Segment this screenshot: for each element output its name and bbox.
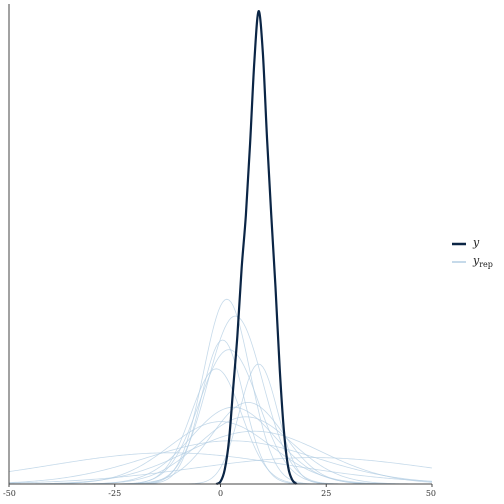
legend-yrep-subscript: rep xyxy=(479,260,493,269)
yrep-curve-6 xyxy=(9,363,432,485)
x-tick-label-4: 50 xyxy=(426,489,436,498)
x-axis-ticks: -50 -25 0 25 50 xyxy=(3,484,436,498)
y-curve-layer xyxy=(215,10,298,486)
x-tick-label-2: 0 xyxy=(218,489,223,498)
yrep-curves xyxy=(8,298,433,485)
legend: y yrep xyxy=(452,236,493,269)
yrep-curve-9 xyxy=(9,421,432,485)
yrep-curve-12 xyxy=(8,452,433,482)
yrep-curve-7 xyxy=(9,401,432,485)
yrep-curve-10 xyxy=(9,416,433,485)
yrep-curve-11 xyxy=(8,440,433,484)
x-tick-label-3: 25 xyxy=(321,489,331,498)
legend-yrep-main: y xyxy=(472,254,480,267)
legend-y-label: y xyxy=(472,236,480,249)
x-tick-label-0: -50 xyxy=(3,489,16,498)
yrep-curve-13 xyxy=(8,457,433,484)
y-curve xyxy=(215,10,298,486)
legend-yrep-label: yrep xyxy=(472,254,493,269)
yrep-curve-14 xyxy=(8,430,433,485)
yrep-curve-3 xyxy=(9,339,432,485)
yrep-curve-5 xyxy=(9,349,432,485)
x-tick-label-1: -25 xyxy=(108,489,121,498)
yrep-curve-1 xyxy=(9,298,432,485)
